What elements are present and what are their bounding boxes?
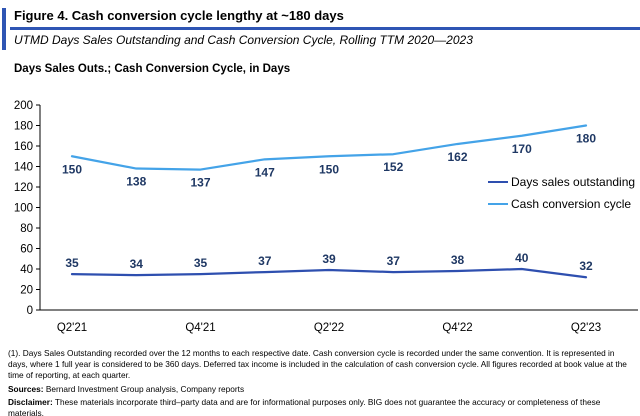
- y-axis-tick-label: 140: [14, 162, 33, 174]
- data-point-label: 152: [383, 160, 403, 174]
- figure-subtitle: UTMD Days Sales Outstanding and Cash Con…: [14, 33, 473, 47]
- y-axis-tick-label: 100: [14, 203, 33, 215]
- data-point-label: 40: [515, 251, 529, 265]
- y-axis-tick-label: 0: [27, 305, 33, 317]
- line-chart: 0 20 40 60 80 100 120 140 160 180 200 Q2'21 Q4'21 Q2'…: [14, 100, 638, 334]
- data-point-label: 150: [62, 162, 82, 176]
- data-point-label: 37: [258, 254, 272, 268]
- x-axis-tick-label: Q2'21: [57, 322, 87, 334]
- legend-label: Days sales outstanding: [511, 175, 635, 189]
- figure-title: Figure 4. Cash conversion cycle lengthy …: [14, 8, 344, 23]
- y-axis-tick-label: 160: [14, 141, 33, 153]
- disclaimer-line: Disclaimer: These materials incorporate …: [8, 397, 635, 416]
- x-axis-tick-label: Q2'23: [571, 322, 601, 334]
- x-axis-tick-label: Q4'21: [185, 322, 215, 334]
- x-axis-tick-label: Q2'22: [314, 322, 344, 334]
- footnote-1: (1). Days Sales Outstanding recorded ove…: [8, 348, 627, 380]
- footnotes-block: (1). Days Sales Outstanding recorded ove…: [8, 348, 635, 416]
- y-axis-tick-label: 200: [14, 100, 33, 112]
- axis-units-label: Days Sales Outs.; Cash Conversion Cycle,…: [14, 63, 291, 75]
- sources-text: Bernard Investment Group analysis, Compa…: [43, 383, 245, 394]
- disclaimer-label: Disclaimer:: [8, 396, 53, 407]
- y-axis-tick-label: 180: [14, 121, 33, 133]
- data-point-label: 34: [130, 257, 144, 271]
- figure-accent-bar: [2, 8, 6, 50]
- data-point-label: 147: [255, 165, 275, 179]
- legend-label: Cash conversion cycle: [511, 197, 631, 211]
- data-point-label: 39: [322, 252, 336, 266]
- data-point-label: 32: [579, 259, 593, 273]
- data-point-label: 138: [126, 175, 146, 189]
- y-axis-tick-label: 40: [20, 264, 33, 276]
- series-line: [70, 267, 588, 279]
- y-axis-tick-label: 80: [20, 223, 33, 235]
- data-point-label: 35: [194, 256, 208, 270]
- y-axis-tick-label: 120: [14, 182, 33, 194]
- data-point-label: 37: [387, 254, 401, 268]
- data-point-label: 162: [447, 150, 467, 164]
- data-point-label: 170: [512, 142, 532, 156]
- y-axis-tick-label: 60: [20, 244, 33, 256]
- data-point-label: 180: [576, 132, 596, 146]
- data-point-label: 38: [451, 253, 465, 267]
- sources-line: Sources: Bernard Investment Group analys…: [8, 384, 635, 395]
- disclaimer-text: These materials incorporate third–party …: [8, 396, 601, 416]
- data-point-label: 35: [65, 256, 79, 270]
- y-axis-tick-label: 20: [20, 285, 33, 297]
- x-axis-tick-label: Q4'22: [442, 322, 472, 334]
- title-underline-rule: [10, 27, 640, 30]
- sources-label: Sources:: [8, 383, 44, 394]
- data-point-label: 150: [319, 162, 339, 176]
- data-point-label: 137: [190, 176, 210, 190]
- series-line: [70, 124, 588, 171]
